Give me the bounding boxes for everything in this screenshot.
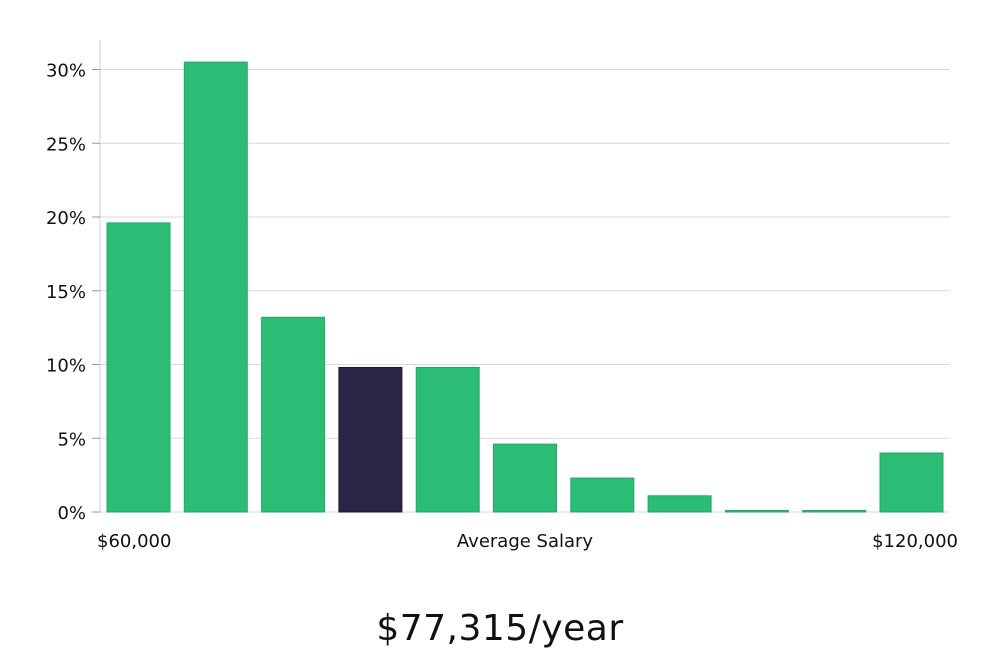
y-tick-label: 10% — [46, 356, 86, 377]
average-salary-value: $77,315/year — [376, 608, 624, 649]
bar — [183, 61, 248, 513]
x-axis-title: Average Salary — [457, 531, 594, 552]
bar — [415, 366, 480, 513]
x-min-label: $60,000 — [97, 531, 171, 552]
y-tick-label: 5% — [57, 429, 86, 450]
bar — [724, 510, 789, 513]
y-tick-label: 15% — [46, 282, 86, 303]
bars — [106, 61, 944, 513]
y-tick-label: 20% — [46, 208, 86, 229]
bar — [802, 510, 867, 513]
bar — [493, 443, 557, 513]
bar — [106, 222, 171, 513]
bar — [570, 477, 635, 513]
x-max-label: $120,000 — [872, 531, 958, 552]
bar — [879, 452, 944, 513]
salary-histogram: 0% 5% 10% 15% 20% 25% 30% $60,000 Average Sala… — [46, 40, 958, 552]
y-tick-label: 30% — [46, 61, 86, 82]
y-tick-label: 25% — [46, 134, 86, 155]
bar-highlighted — [338, 366, 403, 513]
bar — [261, 316, 326, 513]
y-axis-ticks: 0% 5% 10% 15% 20% 25% 30% — [46, 61, 100, 524]
bar — [647, 495, 712, 513]
y-tick-label: 0% — [57, 503, 86, 524]
